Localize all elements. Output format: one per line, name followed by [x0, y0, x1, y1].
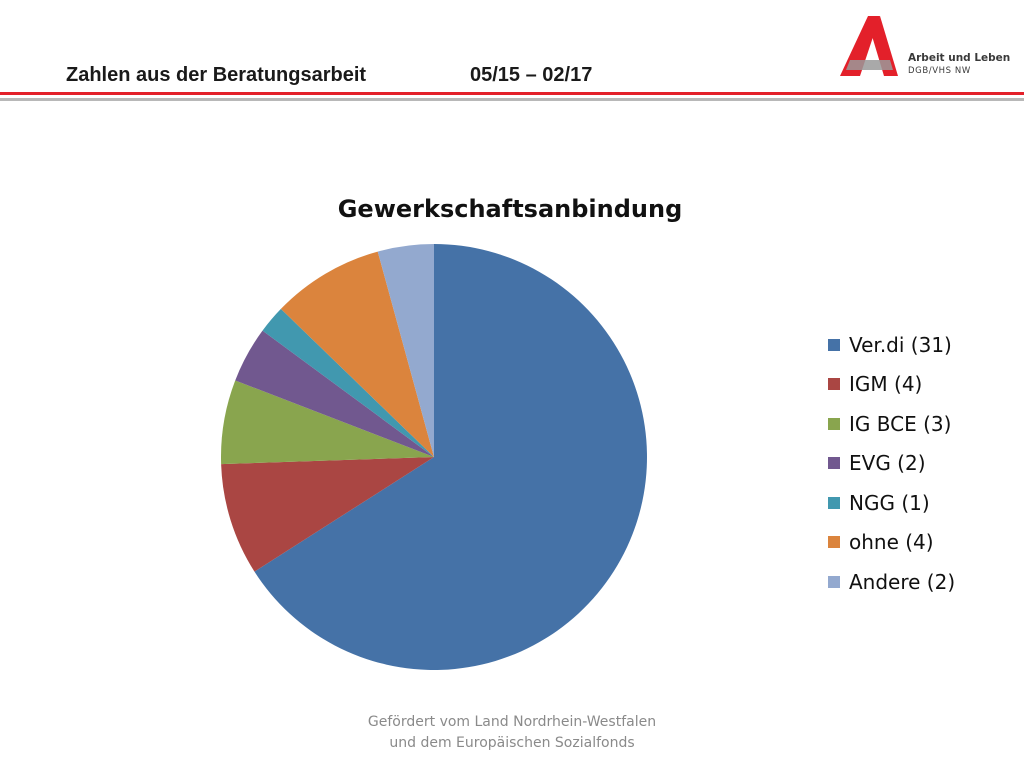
footer: Gefördert vom Land Nordrhein-Westfalen u… — [312, 712, 712, 754]
logo: Arbeit und Leben DGB/VHS NW — [838, 14, 1018, 78]
pie-slice-6 — [377, 244, 434, 457]
chart-legend: Ver.di (31) IGM (4) IG BCE (3) EVG (2) NGG (… — [828, 325, 955, 602]
legend-swatch — [828, 338, 840, 351]
legend-swatch — [828, 575, 840, 588]
pie-slice-2 — [221, 380, 434, 465]
date-range: 05/15 – 02/17 — [470, 64, 593, 86]
logo-name: Arbeit und Leben — [908, 52, 1011, 64]
legend-swatch — [828, 378, 840, 391]
legend-label: IG BCE (3) — [849, 411, 952, 436]
legend-item: Ver.di (31) — [828, 325, 955, 365]
pie-slice-5 — [280, 251, 434, 457]
header-rule-red — [0, 92, 1024, 95]
chart-title: Gewerkschaftsanbindung — [337, 195, 683, 223]
legend-label: ohne (4) — [849, 530, 934, 555]
legend-item: IG BCE (3) — [828, 404, 955, 444]
footer-line-2: und dem Europäischen Sozialfonds — [389, 735, 635, 751]
pie-slice-4 — [262, 308, 434, 457]
legend-swatch — [828, 417, 840, 430]
legend-swatch — [828, 536, 840, 549]
header-rule-gray — [0, 98, 1024, 101]
legend-label: EVG (2) — [849, 451, 926, 476]
legend-item: IGM (4) — [828, 365, 955, 405]
legend-label: IGM (4) — [849, 372, 923, 397]
legend-label: Andere (2) — [849, 569, 956, 594]
legend-item: EVG (2) — [828, 444, 955, 484]
legend-label: Ver.di (31) — [849, 332, 952, 357]
legend-item: NGG (1) — [828, 483, 955, 523]
logo-subtitle: DGB/VHS NW — [908, 66, 971, 76]
pie-slice-1 — [221, 457, 434, 572]
legend-swatch — [828, 496, 840, 509]
legend-item: ohne (4) — [828, 523, 955, 563]
pie-slice-0 — [254, 244, 647, 670]
legend-label: NGG (1) — [849, 490, 930, 515]
legend-swatch — [828, 457, 840, 470]
legend-item: Andere (2) — [828, 562, 955, 602]
page-title: Zahlen aus der Beratungsarbeit — [66, 64, 367, 86]
pie-slice-3 — [235, 330, 434, 457]
arbeit-und-leben-a-logo-icon — [840, 16, 898, 76]
footer-line-1: Gefördert vom Land Nordrhein-Westfalen — [367, 714, 657, 730]
